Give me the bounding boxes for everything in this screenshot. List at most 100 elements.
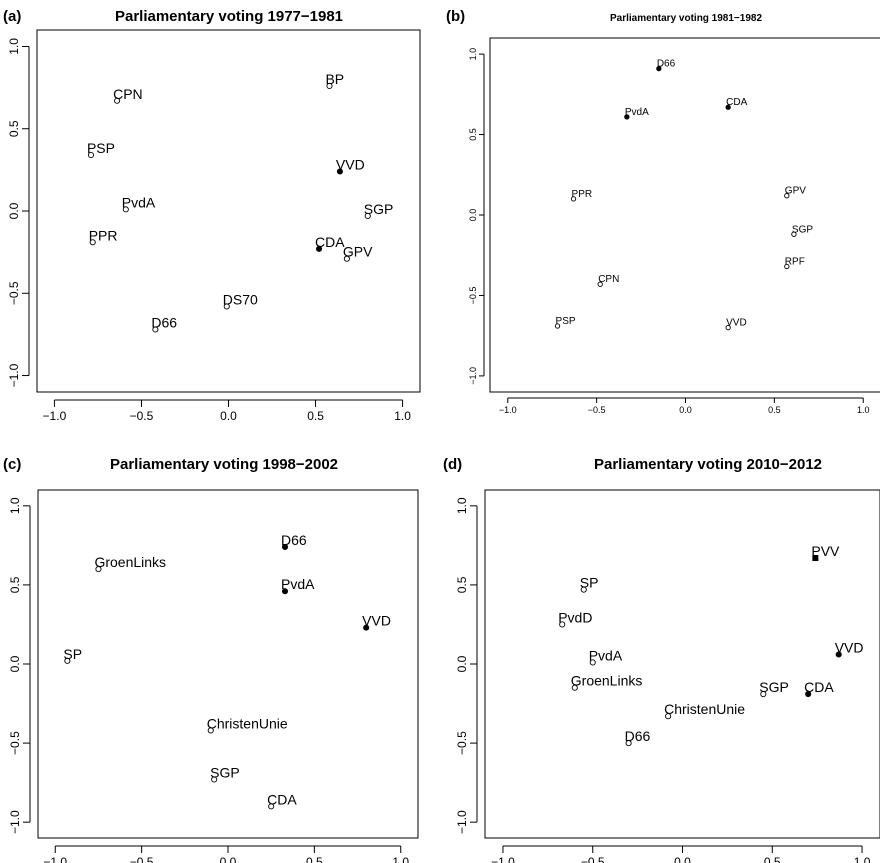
point-marker — [597, 281, 603, 287]
data-point: CDA — [315, 234, 345, 252]
point-label: D66 — [657, 59, 676, 70]
point-label: CDA — [315, 234, 345, 250]
point-marker — [571, 684, 578, 691]
x-tick-label: −1.0 — [43, 855, 67, 863]
point-marker — [624, 114, 630, 120]
point-marker — [268, 803, 275, 810]
point-marker — [364, 212, 371, 219]
x-tick-label: 0.5 — [307, 409, 324, 423]
point-marker — [89, 239, 96, 246]
chart-title: Parliamentary voting 1977−1981 — [115, 8, 343, 25]
chart-panel-a: (a) Parliamentary voting 1977−1981 −1.0 −0.… — [3, 8, 421, 423]
point-marker — [114, 97, 121, 104]
data-point: SGP — [759, 679, 789, 698]
y-tick-label: −1.0 — [8, 810, 22, 834]
data-point: D66 — [625, 728, 651, 747]
point-marker — [281, 588, 289, 595]
panel-letter: (b) — [446, 8, 465, 25]
point-label: VVD — [362, 613, 391, 629]
data-point: SGP — [210, 764, 240, 783]
point-marker — [315, 245, 323, 252]
y-tick-label: −0.5 — [7, 281, 21, 305]
point-marker — [589, 659, 596, 666]
point-marker — [152, 326, 159, 333]
y-tick-label: −0.5 — [8, 731, 22, 755]
data-point: PPR — [570, 189, 593, 202]
point-marker — [570, 196, 577, 202]
point-label: CDA — [726, 97, 747, 108]
data-point: VVD — [725, 318, 747, 331]
chart-panel-b: (b) Parliamentary voting 1981−1982 −1.0 −0.… — [446, 8, 880, 415]
data-point: CDA — [267, 791, 297, 810]
point-label: SP — [63, 646, 82, 662]
point-label: PvdA — [589, 647, 623, 663]
point-label: PSP — [556, 316, 576, 327]
point-marker — [87, 152, 95, 159]
point-label: D66 — [281, 532, 307, 548]
point-marker — [559, 621, 566, 628]
point-label: RPF — [785, 256, 805, 267]
point-marker — [812, 555, 819, 562]
data-point: PPR — [89, 227, 118, 246]
y-tick-label: 0.5 — [8, 576, 22, 593]
data-point: SGP — [791, 224, 813, 237]
data-point: ChristenUnie — [207, 715, 288, 734]
point-label: ChristenUnie — [664, 701, 745, 717]
data-point: PVV — [811, 543, 840, 562]
panel-letter: (a) — [3, 8, 21, 25]
data-point: CPN — [113, 86, 143, 104]
data-point: GPV — [343, 244, 373, 262]
point-label: CPN — [113, 86, 143, 102]
data-point: CPN — [597, 274, 619, 287]
y-tick-label: 1.0 — [455, 497, 469, 514]
data-point: GPV — [784, 186, 806, 199]
panel-letter: (c) — [3, 456, 21, 473]
x-tick-label: 0.0 — [679, 405, 692, 415]
x-tick-label: 0.5 — [306, 855, 323, 863]
point-marker — [725, 324, 731, 331]
x-tick-label: −0.5 — [130, 409, 154, 423]
point-marker — [805, 691, 812, 698]
data-point: D66 — [656, 59, 676, 72]
point-label: SP — [580, 575, 599, 591]
y-tick-label: 1.0 — [8, 497, 22, 514]
point-marker — [835, 651, 842, 658]
point-label: PvdD — [558, 609, 592, 625]
y-tick-label: −0.5 — [468, 287, 478, 305]
x-tick-label: 1.0 — [857, 405, 870, 415]
y-tick-label: 1.0 — [7, 38, 21, 55]
point-marker — [656, 65, 662, 72]
point-marker — [784, 193, 790, 199]
chart-title: Parliamentary voting 1998−2002 — [110, 456, 338, 473]
point-marker — [665, 713, 672, 720]
data-point: GroenLinks — [571, 673, 643, 691]
point-label: GPV — [785, 186, 806, 197]
data-point: PvdA — [624, 107, 649, 120]
x-tick-label: −0.5 — [588, 405, 606, 415]
point-label: PSP — [87, 140, 115, 156]
data-point: PSP — [87, 140, 115, 159]
x-tick-label: −0.5 — [581, 855, 605, 863]
point-marker — [95, 566, 102, 573]
point-label: PPR — [572, 189, 593, 200]
x-tick-label: −1.0 — [43, 409, 67, 423]
point-label: SGP — [792, 224, 813, 235]
point-marker — [122, 206, 129, 213]
point-label: GPV — [343, 244, 373, 260]
plot-frame — [37, 489, 419, 839]
point-label: D66 — [151, 314, 177, 330]
data-point: PvdA — [589, 647, 623, 666]
data-point: PSP — [554, 316, 576, 329]
x-tick-label: 0.0 — [220, 409, 237, 423]
data-point: VVD — [336, 157, 365, 175]
point-marker — [336, 168, 343, 175]
x-tick-label: −1.0 — [491, 855, 515, 863]
panel-letter: (d) — [443, 456, 462, 473]
data-point: RPF — [784, 256, 805, 270]
data-point: VVD — [835, 640, 864, 658]
point-label: SGP — [364, 201, 394, 217]
point-label: GroenLinks — [571, 673, 643, 689]
point-marker — [363, 624, 370, 631]
point-label: ChristenUnie — [207, 715, 288, 731]
